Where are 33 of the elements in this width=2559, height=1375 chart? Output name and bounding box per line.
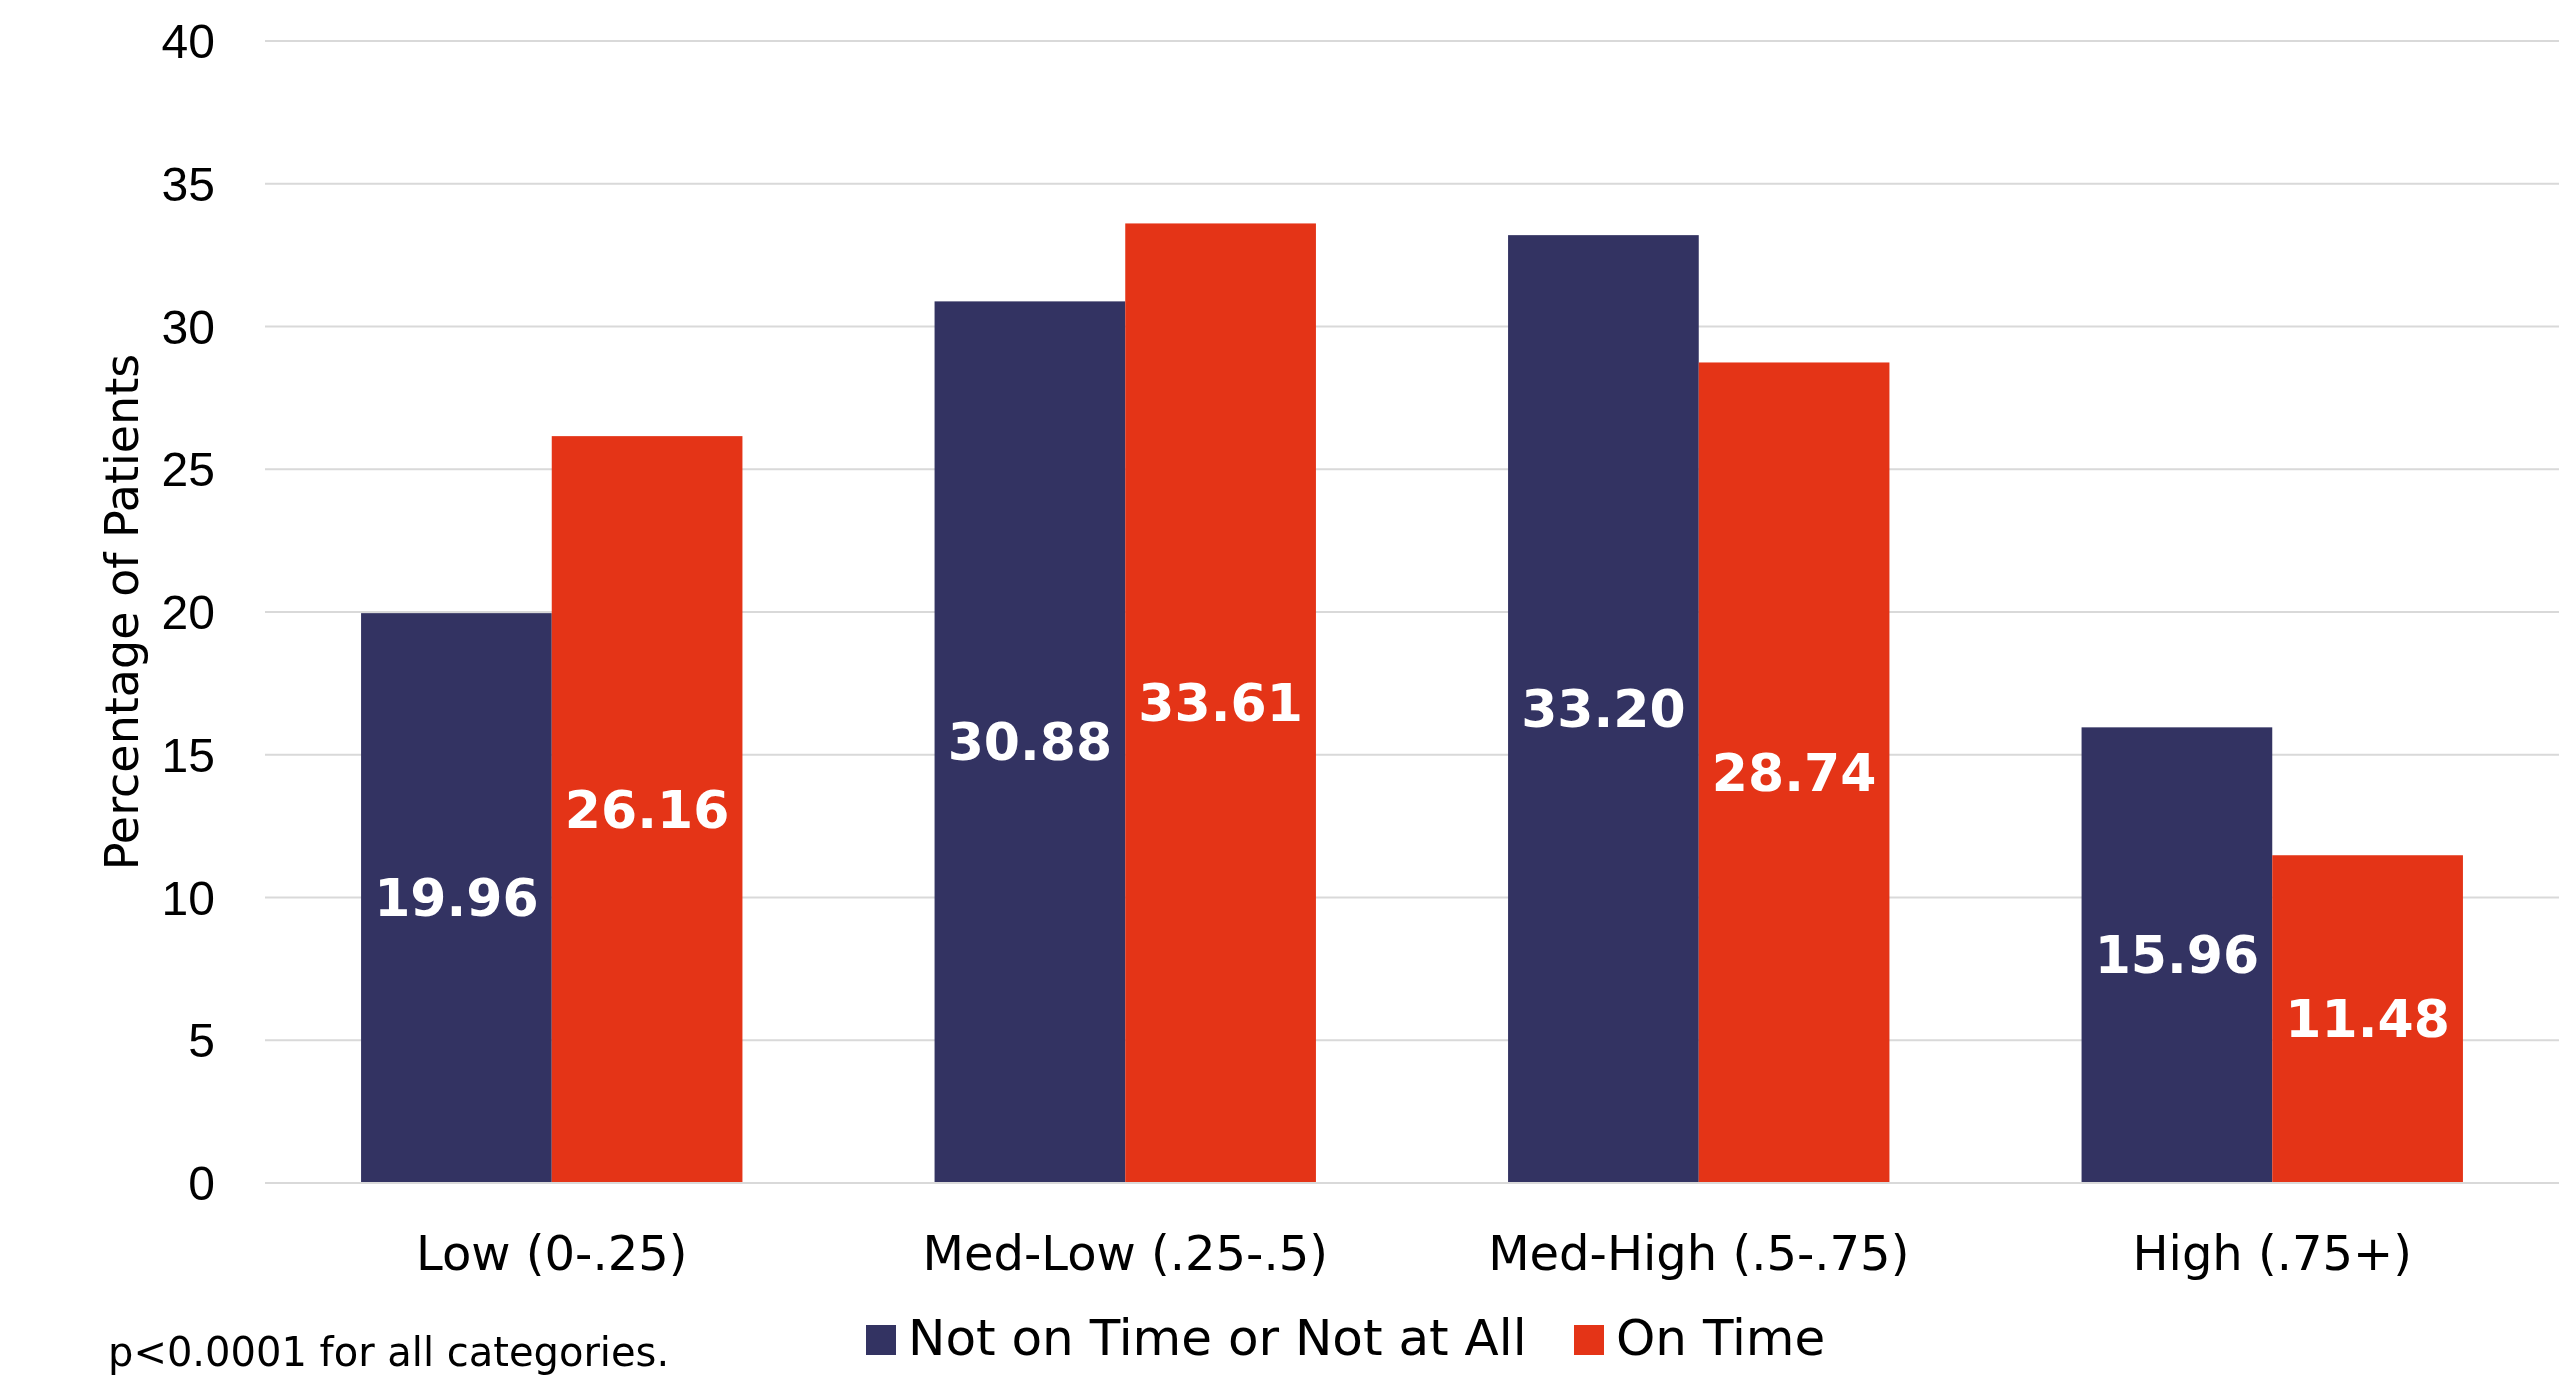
x-tick-label: Low (0-.25): [416, 1225, 688, 1281]
data-label: 19.96: [374, 868, 539, 929]
y-axis-title: Percentage of Patients: [95, 353, 149, 871]
bar: [551, 436, 743, 1183]
data-label: 30.88: [947, 712, 1113, 773]
x-tick-label: Med-Low (.25-.5): [922, 1225, 1328, 1281]
bar: [1125, 223, 1316, 1183]
x-tick-label: Med-High (.5-.75): [1488, 1225, 1910, 1281]
data-label: 11.48: [2285, 989, 2450, 1050]
bar: [934, 301, 1126, 1183]
y-tick-label: 20: [161, 586, 215, 639]
y-tick-label: 35: [161, 157, 215, 211]
bar: [1508, 235, 1699, 1183]
data-label: 28.74: [1711, 742, 1877, 803]
data-label: 26.16: [564, 779, 730, 840]
x-tick-label: High (.75+): [2132, 1225, 2413, 1281]
y-tick-label: 15: [161, 728, 215, 782]
legend-label: On Time: [1616, 1309, 1826, 1367]
bar: [2081, 727, 2273, 1183]
y-tick-label: 40: [161, 15, 215, 68]
y-tick-label: 10: [161, 871, 215, 925]
y-tick-label: 5: [188, 1014, 215, 1068]
data-label: 33.61: [1138, 673, 1303, 734]
y-tick-label: 0: [188, 1157, 215, 1210]
bar: [2272, 855, 2463, 1183]
legend-label: Not on Time or Not at All: [908, 1309, 1527, 1367]
bar: [361, 613, 552, 1183]
bar: [1698, 362, 1890, 1183]
data-label: 15.96: [2094, 925, 2260, 986]
text: p<0.0001 for all categories.: [108, 1329, 670, 1375]
y-tick-label: 30: [161, 300, 215, 354]
data-label: 33.20: [1521, 679, 1686, 740]
y-tick-label: 25: [161, 443, 215, 497]
